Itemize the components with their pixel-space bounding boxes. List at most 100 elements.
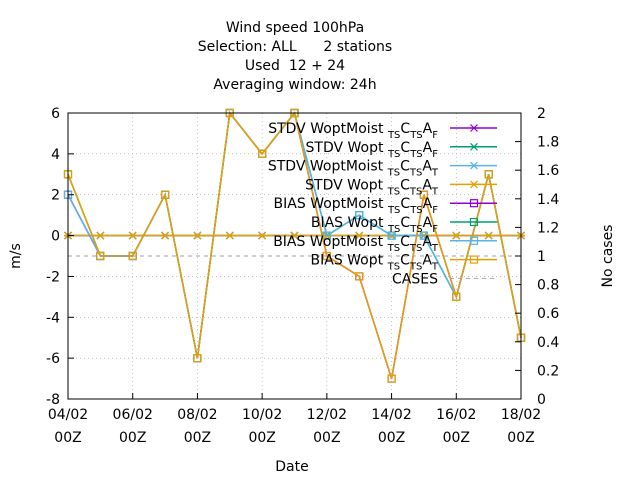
data-point bbox=[128, 251, 137, 261]
y2-tick-label: 1.8 bbox=[537, 135, 559, 151]
legend-subscript: TS bbox=[387, 205, 400, 216]
x-tick-label-time: 00Z bbox=[119, 430, 146, 446]
legend-label: BIAS WoptMoist TSCTSAF bbox=[274, 196, 439, 216]
x-tick-label: 14/02 bbox=[371, 407, 411, 423]
legend-subscript: TS bbox=[387, 224, 400, 235]
legend-subscript: TS bbox=[409, 205, 422, 216]
x-tick-label: 16/02 bbox=[436, 407, 476, 423]
x-tick-label: 10/02 bbox=[242, 407, 282, 423]
legend-letter: A bbox=[422, 177, 432, 193]
legend-subscript: F bbox=[432, 130, 438, 141]
data-point bbox=[355, 272, 364, 281]
legend-letter: A bbox=[423, 215, 433, 231]
y2-tick-label: 2 bbox=[537, 106, 546, 122]
x-tick-label-time: 00Z bbox=[507, 430, 534, 446]
legend-letter: A bbox=[423, 140, 433, 156]
legend-label: BIAS WoptMoist TSCTSAT bbox=[273, 234, 439, 254]
legend-subscript: T bbox=[431, 168, 439, 179]
legend-label-main: STDV Wopt bbox=[305, 177, 383, 193]
legend-label: STDV Wopt TSCTSAF bbox=[306, 140, 439, 160]
legend-letter: C bbox=[400, 140, 410, 156]
y-tick-label: 6 bbox=[51, 106, 60, 122]
x-tick-label: 04/02 bbox=[48, 407, 88, 423]
data-point bbox=[452, 231, 461, 240]
legend-label-main: STDV WoptMoist bbox=[268, 159, 384, 175]
legend-letter: C bbox=[400, 234, 410, 250]
legend-subscript: TS bbox=[409, 243, 422, 254]
legend-subscript: TS bbox=[409, 262, 422, 273]
x-tick-label: 12/02 bbox=[307, 407, 347, 423]
legend-subscript: TS bbox=[409, 149, 422, 160]
data-point bbox=[470, 161, 478, 170]
axes: -8 -6 -4 -2 0 2 4 6 04/02 00Z 06/02 00Z 08/02 00Z 10/0… bbox=[46, 106, 559, 446]
x-tick-label-time: 00Z bbox=[313, 430, 340, 446]
legend-subscript: TS bbox=[409, 186, 422, 197]
x-tick-label-time: 00Z bbox=[443, 430, 470, 446]
legend-letter: C bbox=[400, 196, 410, 212]
legend-entry: BIAS WoptMoist TSCTSAT bbox=[273, 234, 497, 254]
legend-subscript: F bbox=[432, 224, 438, 235]
legend-subscript: TS bbox=[387, 130, 400, 141]
legend-letter: A bbox=[423, 196, 433, 212]
data-point bbox=[387, 374, 396, 383]
legend-entry: STDV WoptMoist TSCTSAF bbox=[268, 121, 497, 141]
data-point bbox=[258, 149, 267, 158]
legend-letter: C bbox=[400, 253, 410, 269]
y-tick-label: -4 bbox=[46, 310, 60, 326]
legend-subscript: F bbox=[432, 205, 438, 216]
x-tick-label: 18/02 bbox=[501, 407, 541, 423]
data-point bbox=[419, 231, 429, 240]
data-point bbox=[469, 255, 479, 264]
data-point bbox=[160, 190, 170, 199]
y2-tick-label: 1 bbox=[537, 249, 546, 265]
y-tick-label: 4 bbox=[51, 147, 60, 163]
legend-subscript: F bbox=[432, 149, 438, 160]
legend-entry: BIAS WoptMoist TSCTSAF bbox=[274, 196, 497, 216]
data-point bbox=[258, 231, 267, 240]
data-point bbox=[322, 251, 331, 261]
data-point bbox=[161, 231, 170, 240]
legend-letter: A bbox=[422, 253, 432, 269]
legend-subscript: TS bbox=[387, 186, 400, 197]
y2-tick-label: 0.8 bbox=[537, 278, 559, 294]
data-point bbox=[469, 217, 479, 227]
data-point bbox=[419, 190, 429, 199]
legend-label: STDV WoptMoist TSCTSAT bbox=[268, 159, 439, 179]
y-tick-label: -8 bbox=[46, 392, 60, 408]
legend-label-main: STDV Wopt bbox=[306, 140, 384, 156]
data-point bbox=[290, 231, 299, 240]
legend-subscript: T bbox=[431, 186, 439, 197]
data-point bbox=[355, 231, 364, 240]
legend-label: STDV Wopt TSCTSAT bbox=[305, 177, 439, 197]
data-point bbox=[128, 231, 137, 240]
x-tick-label: 06/02 bbox=[113, 407, 153, 423]
legend-letter: A bbox=[422, 234, 432, 250]
y2-tick-label: 0.6 bbox=[537, 306, 559, 322]
y2-tick-label: 0.4 bbox=[537, 335, 559, 351]
data-point bbox=[193, 231, 202, 240]
legend-label-main: BIAS WoptMoist bbox=[273, 234, 383, 250]
data-point bbox=[470, 142, 478, 151]
data-point bbox=[469, 236, 479, 245]
y-tick-label: -2 bbox=[46, 269, 60, 285]
legend-letter: C bbox=[400, 121, 410, 137]
x-tick-label-time: 00Z bbox=[54, 430, 81, 446]
legend-subscript: TS bbox=[387, 149, 400, 160]
legend-label: STDV WoptMoist TSCTSAF bbox=[268, 121, 438, 141]
x-tick-label-time: 00Z bbox=[378, 430, 405, 446]
legend-label-main: BIAS WoptMoist bbox=[274, 196, 384, 212]
legend-label-main: CASES bbox=[392, 271, 438, 287]
series-layer bbox=[63, 108, 526, 383]
series-3 bbox=[64, 231, 525, 240]
legend-subscript: TS bbox=[387, 243, 400, 254]
data-point bbox=[469, 199, 479, 208]
legend-subscript: TS bbox=[409, 168, 422, 179]
data-point bbox=[470, 180, 478, 189]
x-tick-label-time: 00Z bbox=[184, 430, 211, 446]
data-point bbox=[470, 124, 478, 132]
y2-tick-label: 1.2 bbox=[537, 220, 559, 236]
legend-letter: C bbox=[400, 215, 410, 231]
legend-subscript: T bbox=[431, 262, 439, 273]
legend-letter: C bbox=[400, 177, 410, 193]
